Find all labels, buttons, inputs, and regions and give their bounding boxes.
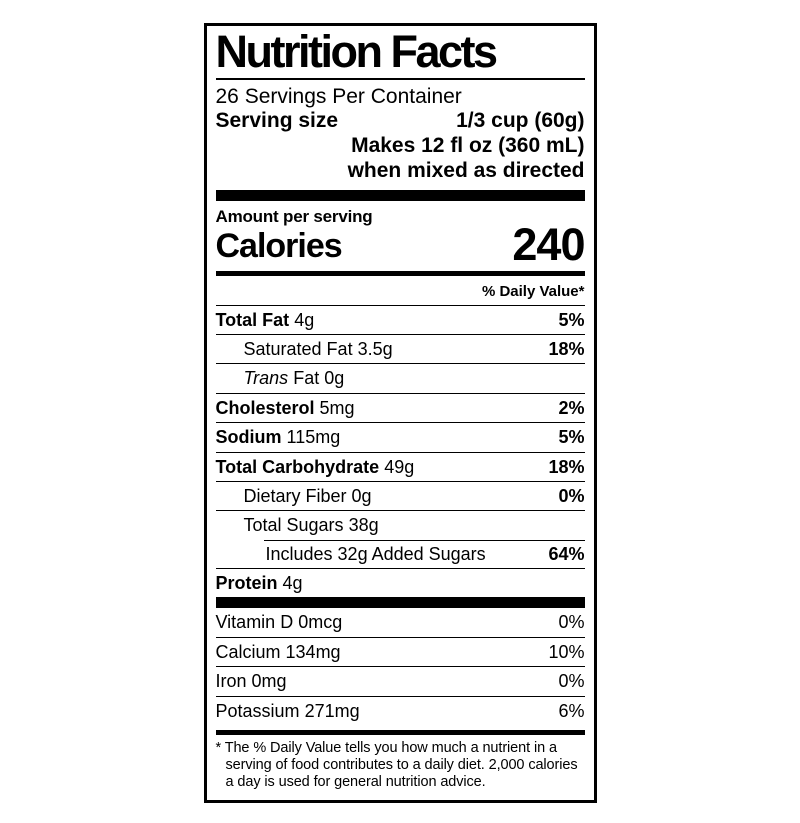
micronutrient-daily-value: 0% bbox=[558, 612, 585, 633]
section-divider-thick bbox=[215, 597, 585, 609]
nutrient-row-saturated-fat: Saturated Fat 3.5g 18% bbox=[215, 334, 585, 363]
nutrient-name-amount: Total Sugars 38g bbox=[243, 515, 379, 536]
serving-size-row: Serving size 1/3 cup (60g) bbox=[216, 109, 585, 134]
nutrient-name-amount: Protein 4g bbox=[215, 573, 303, 594]
footnote-divider bbox=[215, 729, 585, 735]
nutrient-row-total-fat: Total Fat 4g 5% bbox=[216, 306, 585, 334]
amount-per-serving-label: Amount per serving bbox=[215, 207, 373, 227]
nutrient-name-amount: Sodium 115mg bbox=[215, 427, 341, 448]
nutrient-row-trans-fat: Trans Fat 0g bbox=[215, 363, 585, 392]
daily-value-footnote: * The % Daily Value tells you how much a… bbox=[215, 739, 578, 791]
nutrient-row-cholesterol: Cholesterol 5mg 2% bbox=[215, 392, 585, 422]
micronutrient-name-amount: Iron 0mg bbox=[215, 671, 287, 692]
nutrient-row-protein: Protein 4g bbox=[215, 568, 585, 597]
nutrient-name-amount: Includes 32g Added Sugars bbox=[265, 543, 486, 564]
micronutrient-row-potassium: Potassium 271mg 6% bbox=[215, 695, 585, 725]
micronutrient-daily-value: 10% bbox=[548, 641, 585, 662]
micronutrient-row-calcium: Calcium 134mg 10% bbox=[215, 636, 585, 666]
nutrient-row-dietary-fiber: Dietary Fiber 0g 0% bbox=[215, 480, 585, 510]
micronutrient-daily-value: 6% bbox=[558, 700, 585, 721]
calories-value: 240 bbox=[512, 219, 585, 271]
servings-per-container: 26 Servings Per Container bbox=[215, 84, 462, 108]
serving-size-value: 1/3 cup (60g) bbox=[456, 108, 585, 132]
micronutrient-name-amount: Calcium 134mg bbox=[215, 641, 341, 662]
micronutrient-name-amount: Vitamin D 0mcg bbox=[215, 612, 343, 633]
nutrient-row-total-sugars: Total Sugars 38g bbox=[215, 510, 585, 539]
daily-value-header: % Daily Value* bbox=[215, 276, 585, 306]
nutrient-name-amount: Dietary Fiber 0g bbox=[243, 485, 372, 506]
nutrient-name-amount: Cholesterol 5mg bbox=[215, 397, 355, 418]
nutrient-name-amount: Saturated Fat 3.5g bbox=[243, 339, 393, 360]
calories-row: Calories 240 bbox=[215, 219, 586, 271]
nutrient-daily-value: 64% bbox=[548, 543, 585, 564]
title-divider bbox=[215, 77, 585, 80]
nutrient-daily-value: 18% bbox=[548, 339, 585, 360]
nutrient-daily-value: 5% bbox=[558, 427, 585, 448]
serving-size-label: Serving size bbox=[215, 108, 339, 132]
section-divider-thick bbox=[215, 190, 585, 202]
micronutrient-row-iron: Iron 0mg 0% bbox=[215, 666, 585, 695]
nutrient-daily-value: 2% bbox=[558, 397, 585, 418]
nutrient-name-amount: Total Fat 4g bbox=[215, 309, 315, 330]
nutrient-name-amount: Trans Fat 0g bbox=[243, 368, 345, 389]
nutrient-daily-value: 18% bbox=[548, 456, 585, 477]
nutrition-facts-label: Nutrition Facts 26 Servings Per Containe… bbox=[203, 23, 597, 804]
nutrient-daily-value: 0% bbox=[558, 485, 585, 506]
nutrient-daily-value: 5% bbox=[558, 309, 585, 330]
calories-divider bbox=[215, 270, 585, 276]
serving-note-line1: Makes 12 fl oz (360 mL) bbox=[351, 133, 585, 157]
calories-label: Calories bbox=[215, 227, 343, 266]
serving-note-line2: when mixed as directed bbox=[347, 158, 585, 182]
nutrient-row-sodium: Sodium 115mg 5% bbox=[215, 422, 585, 451]
nutrient-row-total-carbohydrate: Total Carbohydrate 49g 18% bbox=[215, 451, 585, 481]
nutrient-row-added-sugars: Includes 32g Added Sugars 64% bbox=[216, 539, 585, 568]
label-title: Nutrition Facts bbox=[215, 26, 499, 77]
micronutrient-daily-value: 0% bbox=[558, 671, 585, 692]
micronutrient-row-vitamin-d: Vitamin D 0mcg 0% bbox=[216, 608, 585, 636]
micronutrient-name-amount: Potassium 271mg bbox=[215, 700, 360, 721]
nutrient-name-amount: Total Carbohydrate 49g bbox=[215, 456, 415, 477]
